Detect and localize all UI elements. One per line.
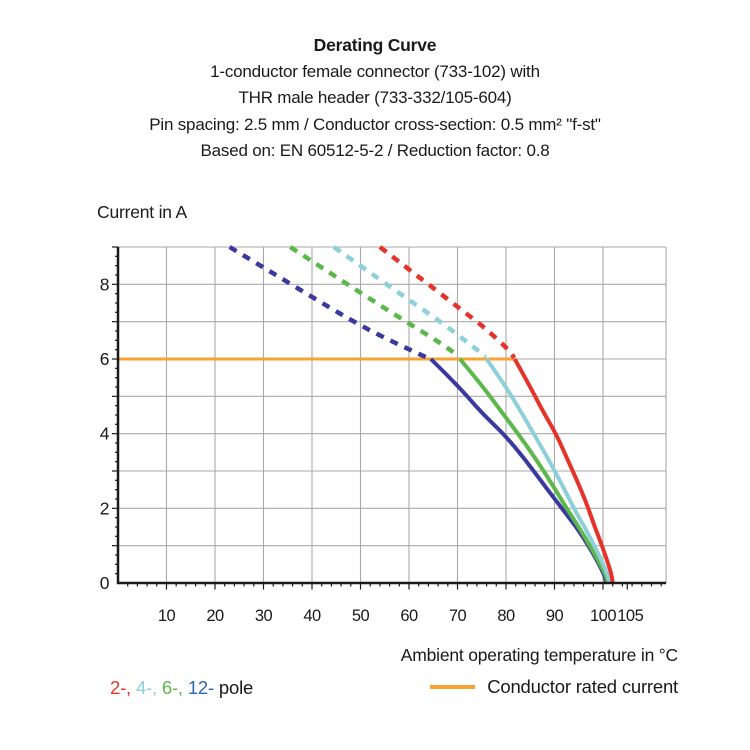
chart-header: Derating Curve 1-conductor female connec… [0, 32, 750, 165]
chart-subtitle-line: THR male header (733-332/105-604) [238, 88, 512, 107]
rated-current-line-swatch [430, 685, 476, 689]
chart-subtitle-line: Based on: EN 60512-5-2 / Reduction facto… [200, 141, 550, 160]
series-curve-6-pole [288, 245, 610, 584]
derating-chart: 10 20 30 40 50 60 70 80 90 100 105 0 2 4 6 8 [90, 230, 690, 635]
chart-subtitle-line: 1-conductor female connector (733-102) w… [210, 61, 540, 81]
x-axis-label: Ambient operating temperature in °C [400, 645, 678, 665]
x-tick-label: 100 [590, 607, 616, 625]
chart-title: Derating Curve [313, 35, 437, 55]
x-tick-label: 60 [400, 607, 418, 625]
pole-legend-item: 12- [187, 677, 214, 698]
pole-legend-item: 6-, [161, 677, 188, 698]
pole-legend-item: 2-, [110, 677, 136, 698]
y-tick-label: 0 [100, 573, 110, 593]
series-curve-4-pole [332, 245, 612, 584]
y-axis-title: Current in A [97, 202, 188, 222]
derating-chart-svg: 10 20 30 40 50 60 70 80 90 100 105 0 2 4 6 8 [100, 245, 667, 625]
x-tick-label: 70 [449, 607, 467, 625]
pole-legend-item: 4-, [135, 677, 162, 698]
rated-current-label: Conductor rated current [487, 676, 678, 697]
series-curve-12-pole [228, 245, 609, 584]
x-tick-labels: 10 20 30 40 50 60 70 80 90 100 105 [158, 607, 644, 625]
x-tick-label: 10 [158, 607, 176, 625]
pole-legend: 2-, 4-, 6-, 12- pole [110, 677, 253, 699]
x-tick-label: 90 [546, 607, 564, 625]
rated-current-legend: Conductor rated current [430, 676, 678, 698]
x-tick-label: 105 [617, 607, 643, 625]
x-tick-label: 50 [352, 607, 370, 625]
y-tick-labels: 0 2 4 6 8 [100, 274, 111, 593]
y-tick-label: 6 [100, 349, 109, 369]
x-tick-label: 80 [497, 607, 515, 625]
tick-layer [112, 246, 662, 590]
series-curve-2-pole [378, 245, 615, 584]
y-tick-label: 2 [100, 498, 109, 518]
y-tick-label: 4 [100, 424, 110, 444]
chart-subtitle-line: Pin spacing: 2.5 mm / Conductor cross-se… [149, 114, 601, 134]
pole-legend-suffix: pole [213, 677, 254, 698]
x-tick-label: 30 [255, 607, 273, 625]
x-tick-label: 40 [303, 607, 321, 625]
x-tick-label: 20 [206, 607, 224, 625]
legend-row: 2-, 4-, 6-, 12- pole Conductor rated cur… [0, 676, 750, 706]
y-tick-label: 8 [100, 274, 109, 294]
